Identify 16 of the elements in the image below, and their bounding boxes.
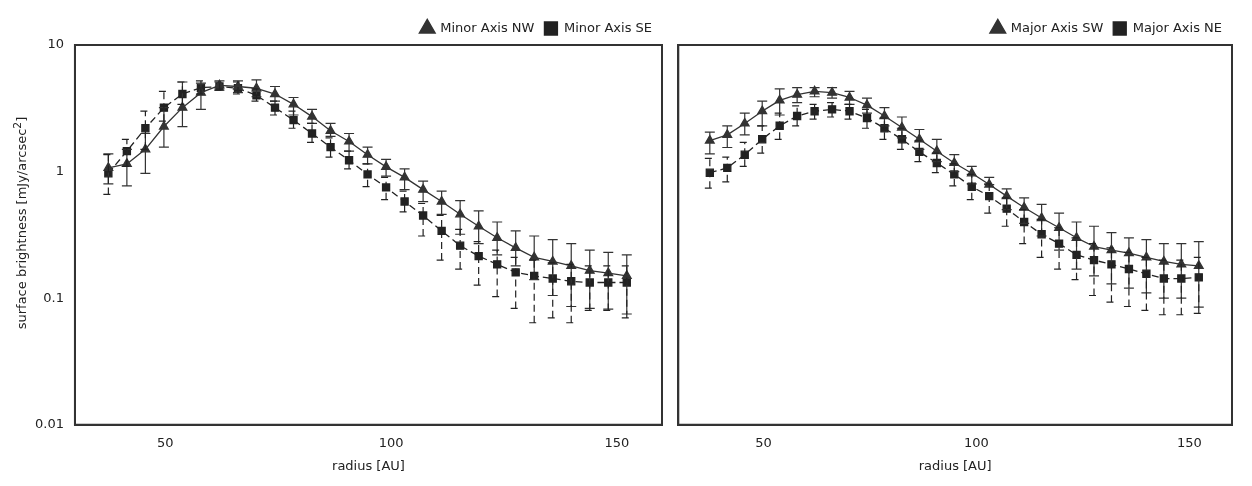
x-tick-label: 100 <box>964 434 989 450</box>
x-tick-label: 50 <box>755 434 772 450</box>
y-tick-label: 0.1 <box>43 289 64 305</box>
x-tick-label: 100 <box>378 434 404 450</box>
y-tick-label: 1 <box>55 162 64 178</box>
x-tick-label: 150 <box>1176 434 1202 450</box>
legend-label: Major Axis NE <box>1132 19 1223 35</box>
x-tick-label: 150 <box>604 434 630 450</box>
legend-label: Minor Axis SE <box>563 19 653 35</box>
x-axis-title: radius [AU] <box>918 457 992 473</box>
legend-label: Major Axis SW <box>1010 19 1104 35</box>
x-tick-label: 50 <box>156 434 174 450</box>
y-tick-label: 0.01 <box>34 416 64 432</box>
legend-label: Minor Axis NW <box>440 19 535 35</box>
x-axis-title: radius [AU] <box>332 457 405 473</box>
y-tick-label: 10 <box>47 36 64 52</box>
